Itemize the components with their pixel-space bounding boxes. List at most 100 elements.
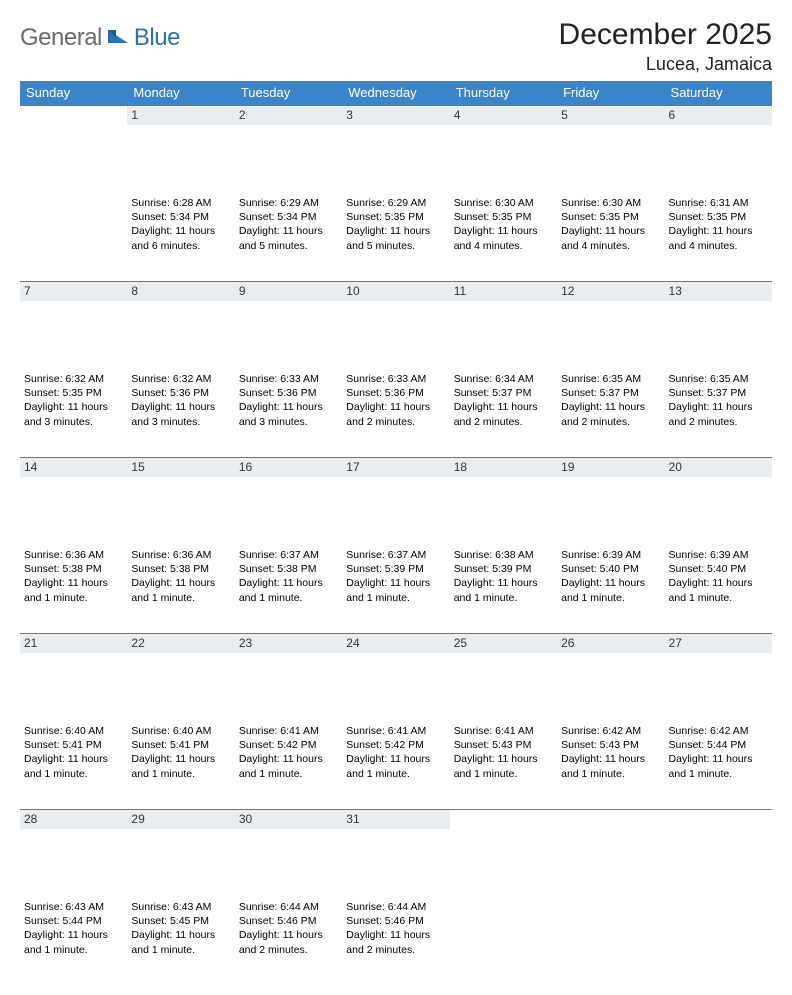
sunset-text: Sunset: 5:39 PM [454,562,553,576]
day-cell: Sunrise: 6:35 AMSunset: 5:37 PMDaylight:… [557,369,664,429]
day-cell: Sunrise: 6:38 AMSunset: 5:39 PMDaylight:… [450,545,557,605]
daylight-text: Daylight: 11 hours and 1 minute. [239,752,338,780]
day-cell: Sunrise: 6:42 AMSunset: 5:44 PMDaylight:… [665,721,772,781]
week-daynum-row: 123456 [20,105,772,193]
sunrise-text: Sunrise: 6:28 AM [131,196,230,210]
day-number: 16 [235,457,342,477]
day-cell: Sunrise: 6:44 AMSunset: 5:46 PMDaylight:… [235,897,342,957]
day-cell: Sunrise: 6:29 AMSunset: 5:35 PMDaylight:… [342,193,449,253]
day-cell: Sunrise: 6:41 AMSunset: 5:42 PMDaylight:… [235,721,342,781]
week-content-row: Sunrise: 6:32 AMSunset: 5:35 PM Daylight:… [20,369,772,457]
daylight-text: Daylight: 11 hours and 3 minutes. [239,400,338,428]
sunrise-text: Sunrise: 6:32 AM [24,372,123,386]
sunrise-text: Sunrise: 6:34 AM [454,372,553,386]
sunset-text: Sunset: 5:44 PM [669,738,768,752]
sunset-text: Sunset: 5:35 PM [24,386,123,400]
day-cell: Sunrise: 6:37 AMSunset: 5:38 PMDaylight:… [235,545,342,605]
day-cell: Sunrise: 6:34 AMSunset: 5:37 PMDaylight:… [450,369,557,429]
week-content-row: Sunrise: 6:28 AMSunset: 5:34 PMDaylight:… [20,193,772,281]
weekday-header: Tuesday [235,81,342,105]
day-number: 26 [557,633,664,653]
sunrise-text: Sunrise: 6:35 AM [669,372,768,386]
daylight-text: Daylight: 11 hours and 1 minute. [131,928,230,956]
sunset-text: Sunset: 5:43 PM [561,738,660,752]
week-daynum-row: 21222324252627 [20,633,772,721]
sunset-text: Sunset: 5:41 PM [24,738,123,752]
day-number: 28 [20,809,127,829]
day-cell: Sunrise: 6:35 AMSunset: 5:37 PMDaylight:… [665,369,772,429]
weekday-header: Thursday [450,81,557,105]
daylight-text: Daylight: 11 hours and 1 minute. [454,576,553,604]
location-label: Lucea, Jamaica [559,54,772,75]
brand-logo: General Blue [20,18,180,52]
daylight-text: Daylight: 11 hours and 6 minutes. [131,224,230,252]
daylight-text: Daylight: 11 hours and 2 minutes. [346,400,445,428]
day-number: 20 [665,457,772,477]
calendar-header: Sunday Monday Tuesday Wednesday Thursday… [20,81,772,105]
daylight-text: Daylight: 11 hours and 2 minutes. [239,928,338,956]
sunset-text: Sunset: 5:38 PM [24,562,123,576]
sunrise-text: Sunrise: 6:42 AM [561,724,660,738]
week-content-row: Sunrise: 6:40 AMSunset: 5:41 PMDaylight:… [20,721,772,809]
day-number: 3 [342,105,449,125]
sunrise-text: Sunrise: 6:39 AM [669,548,768,562]
sunrise-text: Sunrise: 6:33 AM [346,372,445,386]
day-cell [450,897,557,900]
daylight-text: Daylight: 11 hours and 4 minutes. [669,224,768,252]
daylight-text: Daylight: 11 hours and 3 minutes. [131,400,230,428]
daylight-text: Daylight: 11 hours and 4 minutes. [454,224,553,252]
day-cell: Sunrise: 6:32 AMSunset: 5:36 PMDaylight:… [127,369,234,429]
sunrise-text: Sunrise: 6:37 AM [346,548,445,562]
week-content-row: Sunrise: 6:36 AMSunset: 5:38 PMDaylight:… [20,545,772,633]
sunset-text: Sunset: 5:35 PM [669,210,768,224]
weekday-header: Wednesday [342,81,449,105]
sunset-text: Sunset: 5:39 PM [346,562,445,576]
sunrise-text: Sunrise: 6:42 AM [669,724,768,738]
weekday-header: Sunday [20,81,127,105]
sunrise-text: Sunrise: 6:39 AM [561,548,660,562]
daylight-text: Daylight: 11 hours and 1 minute. [24,752,123,780]
sunrise-text: Sunrise: 6:31 AM [669,196,768,210]
calendar-table: Sunday Monday Tuesday Wednesday Thursday… [20,81,772,985]
calendar-page: General Blue December 2025 Lucea, Jamaic… [0,0,792,995]
day-number: 30 [235,809,342,829]
day-cell: Sunrise: 6:41 AMSunset: 5:43 PMDaylight:… [450,721,557,781]
day-cell: Sunrise: 6:43 AMSunset: 5:44 PMDaylight:… [20,897,127,957]
daylight-text: Daylight: 11 hours and 2 minutes. [346,928,445,956]
brand-word-2: Blue [134,24,180,52]
day-cell: Sunrise: 6:37 AMSunset: 5:39 PMDaylight:… [342,545,449,605]
day-number: 8 [127,281,234,301]
day-number: 23 [235,633,342,653]
sunset-text: Sunset: 5:42 PM [346,738,445,752]
sunrise-text: Sunrise: 6:43 AM [24,900,123,914]
sunset-text: Sunset: 5:40 PM [669,562,768,576]
day-cell: Sunrise: 6:33 AMSunset: 5:36 PMDaylight:… [342,369,449,429]
sunset-text: Sunset: 5:37 PM [561,386,660,400]
week-daynum-row: 78910111213 [20,281,772,369]
daylight-text: Daylight: 11 hours and 1 minute. [239,576,338,604]
day-cell: Sunrise: 6:41 AMSunset: 5:42 PMDaylight:… [342,721,449,781]
day-cell: Sunrise: 6:39 AMSunset: 5:40 PMDaylight:… [665,545,772,605]
day-number: 12 [557,281,664,301]
daylight-text: Daylight: 11 hours and 1 minute. [24,928,123,956]
title-block: December 2025 Lucea, Jamaica [559,18,772,75]
day-cell: Sunrise: 6:30 AMSunset: 5:35 PMDaylight:… [450,193,557,253]
daylight-text: Daylight: 11 hours and 2 minutes. [561,400,660,428]
day-number: 2 [235,105,342,125]
weekday-header: Friday [557,81,664,105]
sunrise-text: Sunrise: 6:40 AM [24,724,123,738]
sunrise-text: Sunrise: 6:35 AM [561,372,660,386]
sunrise-text: Sunrise: 6:41 AM [239,724,338,738]
day-cell: Sunrise: 6:33 AMSunset: 5:36 PMDaylight:… [235,369,342,429]
day-cell [557,897,664,900]
sunset-text: Sunset: 5:35 PM [346,210,445,224]
daylight-text: Daylight: 11 hours and 4 minutes. [561,224,660,252]
sunset-text: Sunset: 5:36 PM [131,386,230,400]
day-number: 27 [665,633,772,653]
page-title: December 2025 [559,18,772,52]
day-number: 4 [450,105,557,125]
day-cell: Sunrise: 6:32 AMSunset: 5:35 PMDaylight:… [20,369,127,429]
sunrise-text: Sunrise: 6:33 AM [239,372,338,386]
sunrise-text: Sunrise: 6:44 AM [346,900,445,914]
day-number: 15 [127,457,234,477]
